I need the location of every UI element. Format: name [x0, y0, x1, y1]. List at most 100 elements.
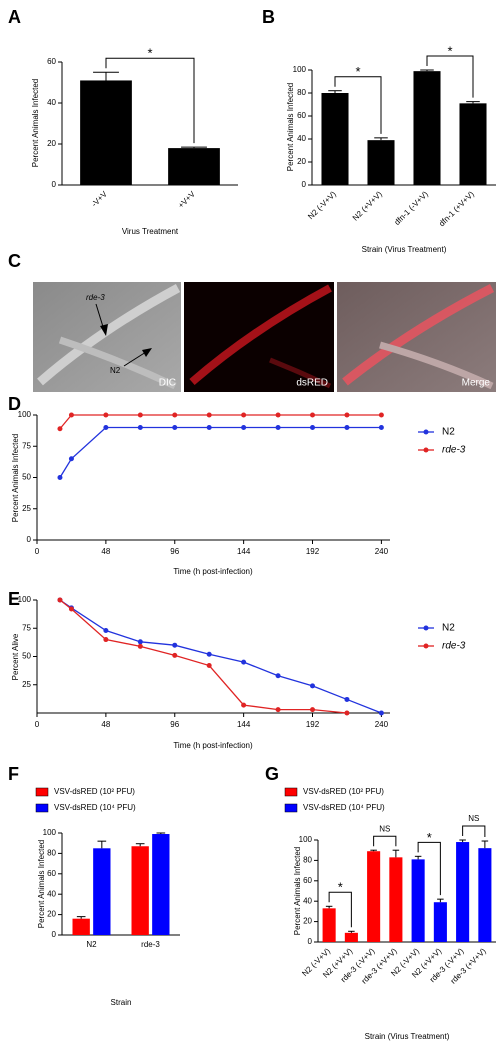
x-axis-label: Virus Treatment: [122, 227, 179, 236]
x-axis-label: Time (h post-infection): [173, 567, 253, 576]
point: [57, 475, 63, 480]
bar: [459, 103, 487, 185]
point: [57, 426, 63, 432]
bar: [131, 846, 149, 935]
bar: [321, 93, 349, 185]
y-tick-label: 25: [22, 504, 31, 513]
y-axis-label: Percent Animals Infected: [11, 434, 20, 523]
arrow: [123, 351, 147, 367]
x-axis-label: Strain (Virus Treatment): [362, 245, 447, 254]
y-tick-label: 100: [299, 835, 313, 844]
y-tick-label: 60: [47, 57, 56, 66]
point: [206, 651, 212, 657]
worm: [58, 336, 177, 390]
x-axis-label: Time (h post-infection): [173, 741, 253, 750]
legend-label: N2: [442, 427, 455, 438]
image-label: dsRED: [296, 378, 328, 389]
y-tick-label: 100: [18, 595, 32, 604]
point: [378, 710, 384, 716]
point: [137, 425, 143, 430]
bar: [344, 932, 358, 942]
significance-bracket: [334, 76, 382, 134]
panel-letter: A: [8, 7, 21, 27]
x-tick-label: 240: [375, 720, 389, 729]
point: [103, 628, 109, 634]
point: [68, 456, 74, 462]
y-tick-label: 40: [47, 889, 56, 898]
bar: [433, 902, 447, 942]
worm: [379, 341, 494, 390]
point: [310, 412, 316, 418]
significance-bracket: [462, 825, 486, 838]
point: [137, 643, 143, 649]
point: [310, 425, 316, 430]
x-tick-label: 192: [306, 720, 320, 729]
legend-label: rde-3: [442, 641, 466, 652]
y-tick-label: 60: [297, 111, 306, 120]
y-tick-label: 0: [52, 930, 57, 939]
point: [137, 412, 143, 418]
worm: [189, 284, 332, 386]
arrowhead: [100, 324, 108, 336]
arrowhead: [142, 348, 152, 357]
y-tick-label: 100: [293, 65, 307, 74]
significance-bracket: [417, 841, 441, 896]
point: [241, 702, 247, 708]
bar: [411, 859, 425, 942]
y-tick-label: 80: [303, 856, 312, 865]
x-tick-label: 192: [306, 547, 320, 556]
x-tick-label: +V+V: [176, 189, 197, 210]
bar: [72, 918, 90, 935]
point: [206, 663, 212, 669]
legend-label: rde-3: [442, 445, 466, 456]
x-tick-label: 96: [170, 547, 179, 556]
significance-label: *: [355, 64, 360, 79]
significance-bracket: [105, 57, 195, 144]
x-tick-label: N2 (+V+V): [351, 189, 384, 222]
significance-label: *: [447, 43, 452, 58]
y-tick-label: 40: [303, 896, 312, 905]
legend-marker: [423, 643, 429, 649]
y-tick-label: 50: [22, 652, 31, 661]
bar: [413, 71, 441, 185]
point: [310, 707, 316, 713]
y-tick-label: 0: [27, 535, 32, 544]
x-tick-label: 0: [35, 720, 40, 729]
panel-letter: G: [265, 764, 279, 784]
point: [206, 412, 212, 418]
point: [103, 425, 109, 430]
x-tick-label: -V+V: [90, 189, 110, 209]
y-tick-label: 50: [22, 473, 31, 482]
point: [241, 659, 247, 665]
point: [172, 642, 178, 648]
x-tick-label: 96: [170, 720, 179, 729]
series-line: [59, 599, 348, 714]
legend-label: VSV-dsRED (10⁴ PFU): [303, 803, 385, 812]
legend-swatch: [284, 787, 298, 797]
y-tick-label: 0: [308, 937, 313, 946]
worm: [342, 283, 495, 386]
significance-bracket: [373, 835, 397, 847]
panel-letter: C: [8, 251, 21, 271]
x-tick-label: N2: [86, 940, 97, 949]
bar: [478, 848, 492, 942]
y-tick-label: 100: [43, 828, 57, 837]
point: [172, 412, 178, 418]
point: [344, 696, 350, 702]
point: [275, 425, 281, 430]
x-tick-label: 48: [101, 720, 110, 729]
bar: [322, 908, 336, 942]
significance-label: *: [427, 830, 432, 845]
y-axis-label: Percent Animals Infected: [286, 83, 295, 172]
bar: [152, 834, 170, 935]
legend-label: VSV-dsRED (10² PFU): [303, 787, 384, 796]
point: [344, 710, 350, 716]
point: [378, 412, 384, 418]
point: [68, 606, 74, 612]
x-axis-label: Strain (Virus Treatment): [365, 1032, 450, 1041]
x-tick-label: 144: [237, 547, 251, 556]
point: [206, 425, 212, 430]
point: [275, 673, 281, 679]
x-tick-label: 48: [101, 547, 110, 556]
image-label: DIC: [159, 378, 176, 389]
